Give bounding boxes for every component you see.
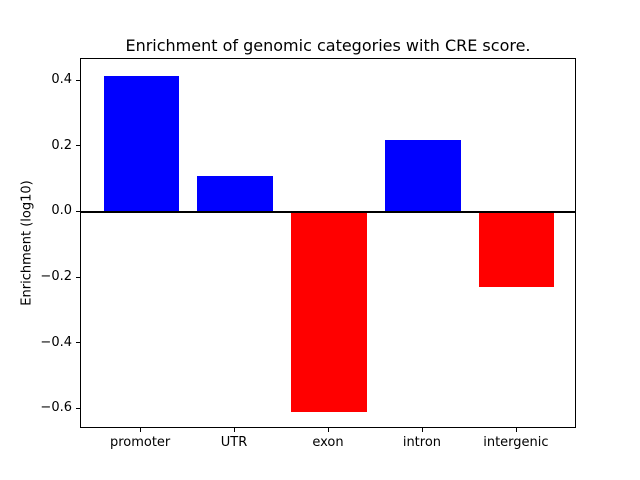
y-tick-−0.2 — [76, 276, 80, 278]
bar-exon — [291, 211, 367, 413]
y-tick-label-−0.4: −0.4 — [40, 334, 72, 350]
zero-axhline — [81, 210, 575, 213]
y-tick-−0.4 — [76, 342, 80, 344]
x-tick-label-exon: exon — [312, 435, 344, 450]
y-tick-label-0.4: 0.4 — [51, 72, 72, 88]
x-tick-label-UTR: UTR — [220, 435, 248, 450]
y-tick-−0.6 — [76, 407, 80, 409]
x-tick-label-intron: intron — [402, 435, 442, 450]
chart-title: Enrichment of genomic categories with CR… — [125, 36, 531, 55]
x-tick-promoter — [140, 428, 142, 432]
plot-area — [80, 58, 576, 428]
x-tick-exon — [328, 428, 329, 432]
x-tick-label-promoter: promoter — [109, 435, 171, 450]
y-tick-label-−0.2: −0.2 — [40, 269, 72, 285]
bar-intergenic — [479, 211, 555, 288]
y-tick-label-0.0: 0.0 — [51, 203, 72, 219]
y-tick-0.2 — [76, 145, 80, 147]
y-axis-label: Enrichment (log10) — [19, 180, 35, 306]
x-tick-intron — [421, 428, 423, 432]
y-tick-0.4 — [76, 79, 80, 81]
y-tick-0.0 — [76, 210, 80, 212]
bar-intron — [385, 139, 461, 212]
y-tick-label-0.2: 0.2 — [51, 137, 72, 153]
x-tick-intergenic — [515, 428, 517, 432]
bar-UTR — [197, 175, 273, 212]
y-tick-label-−0.6: −0.6 — [40, 400, 72, 416]
bar-promoter — [103, 75, 179, 212]
x-tick-UTR — [234, 428, 236, 432]
x-tick-label-intergenic: intergenic — [483, 435, 549, 450]
